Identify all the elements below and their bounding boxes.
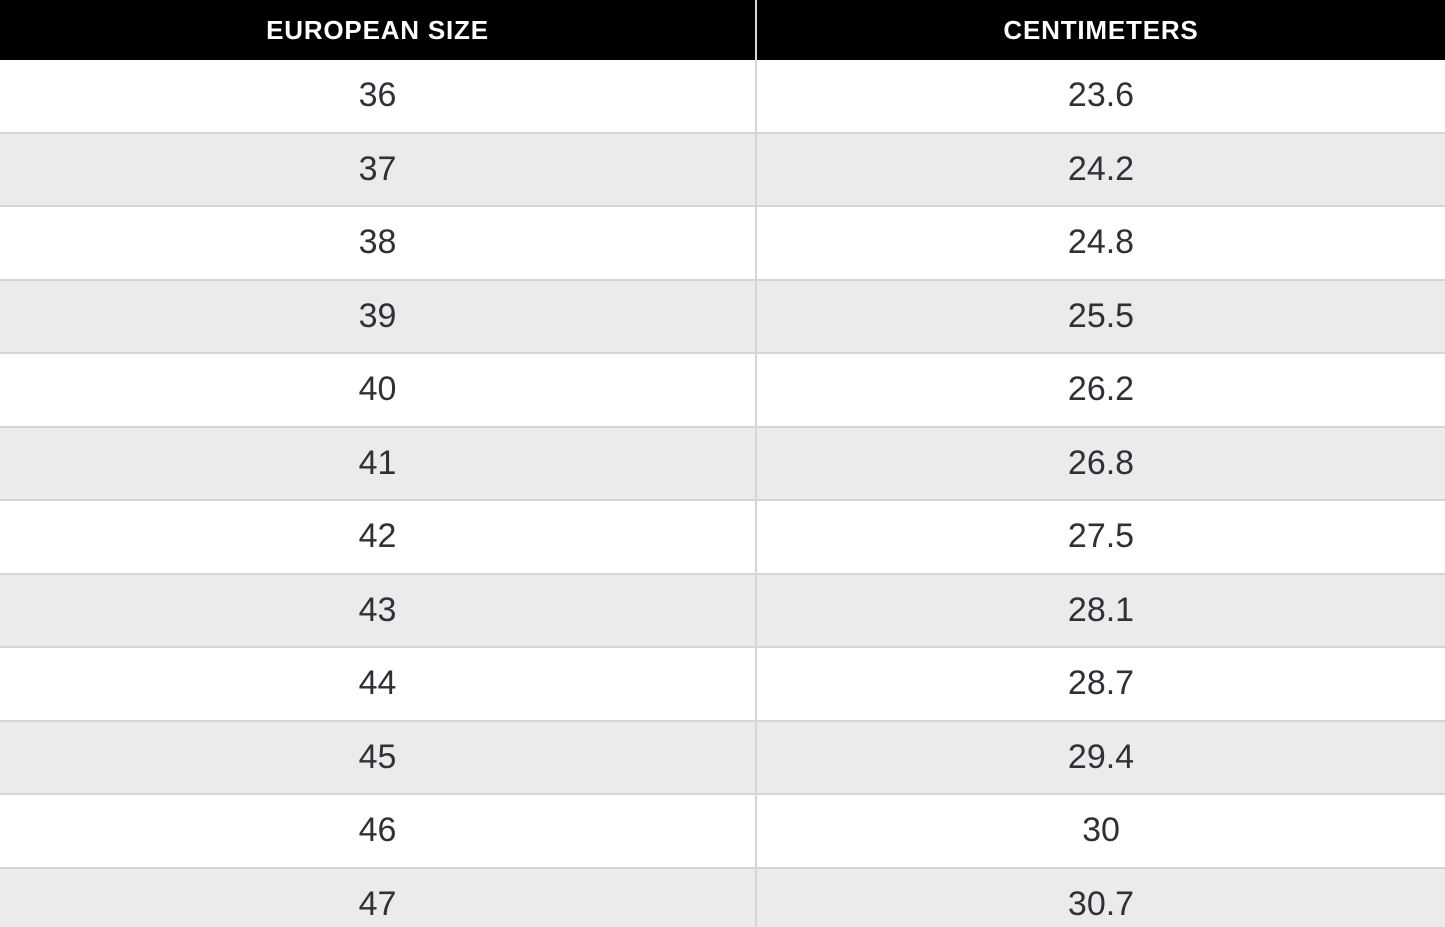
table-row: 36 23.6 <box>0 60 1445 133</box>
table-row: 43 28.1 <box>0 572 1445 647</box>
european-size-cell: 47 <box>0 866 757 927</box>
column-header-centimeters: CENTIMETERS <box>756 0 1445 60</box>
table-row: 42 27.5 <box>0 499 1445 574</box>
table-row: 40 26.2 <box>0 352 1445 427</box>
table-row: 47 30.7 <box>0 866 1445 927</box>
european-size-cell: 38 <box>0 205 757 280</box>
european-size-cell: 42 <box>0 499 757 574</box>
centimeters-cell: 30 <box>756 793 1445 868</box>
centimeters-cell: 28.7 <box>756 646 1445 721</box>
centimeters-cell: 26.8 <box>756 425 1445 500</box>
table-row: 46 30 <box>0 793 1445 868</box>
centimeters-cell: 25.5 <box>756 278 1445 353</box>
table-row: 44 28.7 <box>0 646 1445 721</box>
centimeters-cell: 24.8 <box>756 205 1445 280</box>
column-header-european-size: EUROPEAN SIZE <box>0 0 757 60</box>
european-size-cell: 36 <box>0 60 757 133</box>
centimeters-cell: 28.1 <box>756 572 1445 647</box>
table-row: 38 24.8 <box>0 205 1445 280</box>
table-row: 41 26.8 <box>0 425 1445 500</box>
header-row: EUROPEAN SIZE CENTIMETERS <box>0 0 1445 60</box>
centimeters-cell: 24.2 <box>756 131 1445 206</box>
european-size-cell: 44 <box>0 646 757 721</box>
table-body: 36 23.6 37 24.2 38 24.8 39 25.5 40 26.2 … <box>0 60 1445 927</box>
centimeters-cell: 29.4 <box>756 719 1445 794</box>
european-size-cell: 46 <box>0 793 757 868</box>
table-row: 37 24.2 <box>0 131 1445 206</box>
centimeters-cell: 27.5 <box>756 499 1445 574</box>
centimeters-cell: 30.7 <box>756 866 1445 927</box>
centimeters-cell: 26.2 <box>756 352 1445 427</box>
centimeters-cell: 23.6 <box>756 60 1445 133</box>
table-row: 39 25.5 <box>0 278 1445 353</box>
european-size-cell: 37 <box>0 131 757 206</box>
european-size-cell: 41 <box>0 425 757 500</box>
european-size-cell: 45 <box>0 719 757 794</box>
european-size-cell: 39 <box>0 278 757 353</box>
table-header: EUROPEAN SIZE CENTIMETERS <box>0 0 1445 60</box>
european-size-cell: 43 <box>0 572 757 647</box>
table-row: 45 29.4 <box>0 719 1445 794</box>
european-size-cell: 40 <box>0 352 757 427</box>
